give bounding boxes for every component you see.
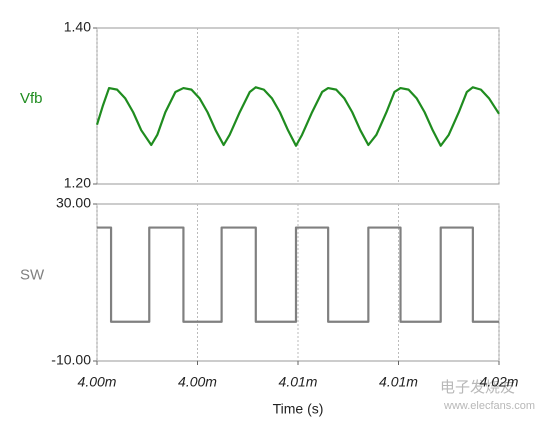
y-tick-label: -10.00 — [51, 352, 91, 368]
watermark: 电子发烧友 — [440, 379, 515, 396]
x-tick-label: 4.00m — [78, 374, 117, 390]
series-line — [95, 86, 500, 147]
y-tick-label: 1.40 — [64, 19, 91, 35]
x-axis-label: Time (s) — [273, 401, 324, 417]
y-axis-label: Vfb — [20, 90, 43, 107]
y-tick-label: 30.00 — [56, 195, 91, 211]
x-tick-label: 4.01m — [379, 374, 418, 390]
x-tick-label: 4.00m — [178, 374, 217, 390]
x-tick-label: 4.01m — [279, 374, 318, 390]
series-line — [97, 226, 499, 323]
y-tick-label: 1.20 — [64, 175, 91, 191]
y-axis-label: SW — [20, 266, 45, 283]
watermark-url: www.elecfans.com — [443, 400, 535, 412]
x-tick-label: 4.02m — [480, 374, 519, 390]
